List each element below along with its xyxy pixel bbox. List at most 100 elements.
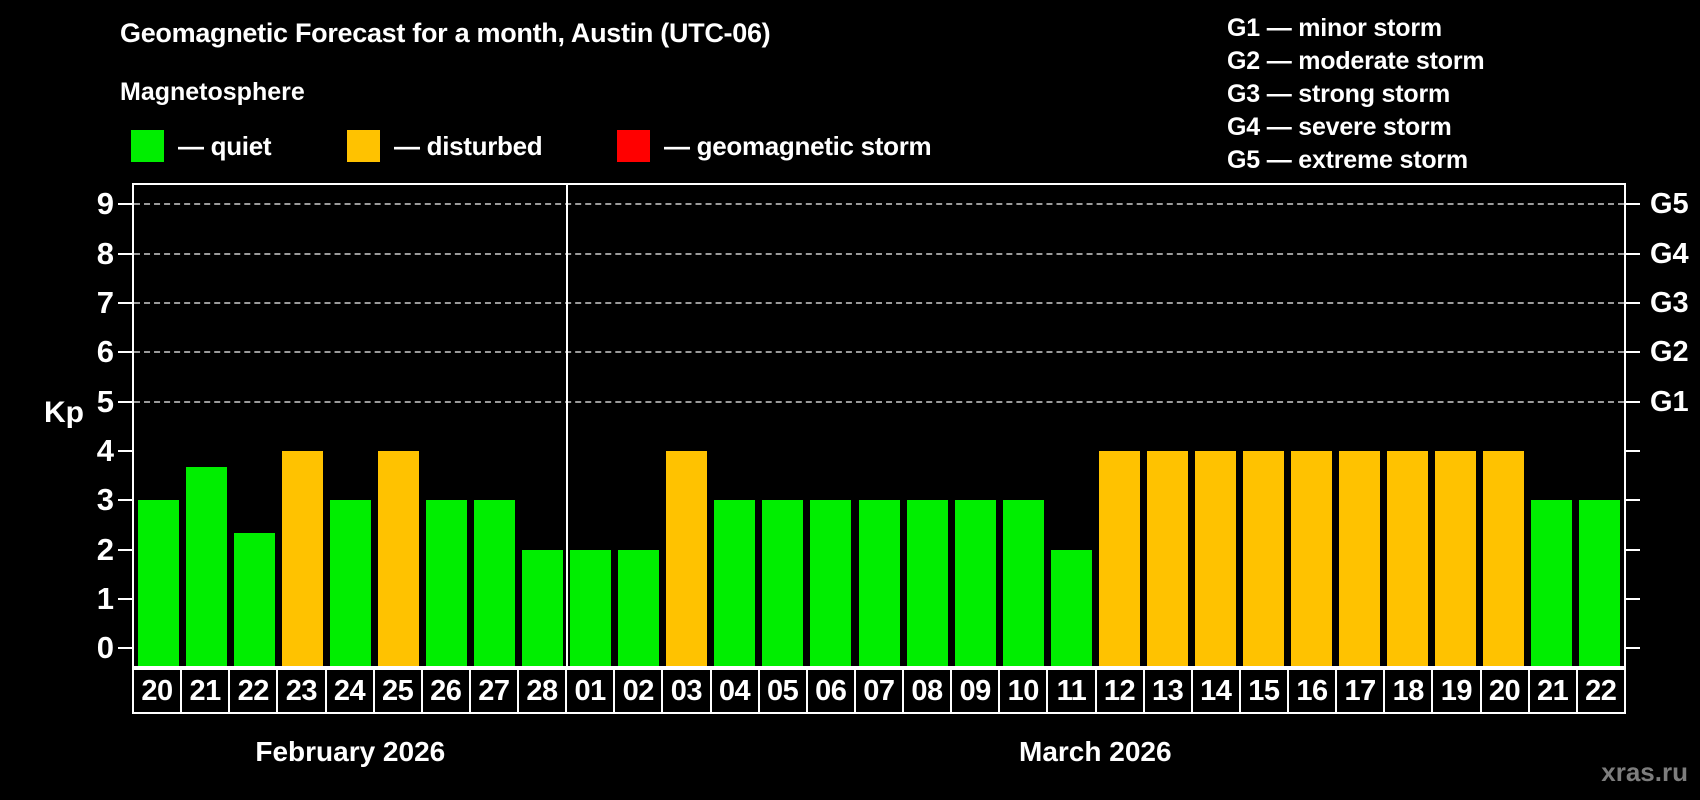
- date-cell-mar-08: 08: [902, 670, 950, 712]
- disturbed-color-swatch: [347, 130, 380, 162]
- kp-bar-day-07: [858, 500, 900, 666]
- gridline-kp9: [134, 203, 1624, 206]
- gridline-kp6: [134, 351, 1624, 354]
- watermark: xras.ru: [1601, 757, 1688, 787]
- date-cell-mar-16: 16: [1287, 670, 1335, 712]
- kp-bar-day-20: [1483, 450, 1525, 666]
- y-tick-label-7: 7: [96, 284, 114, 320]
- y-tick-right-4: [1626, 449, 1640, 452]
- y-tick-left-1: [118, 597, 132, 600]
- date-cell-mar-06: 06: [805, 670, 854, 712]
- x-axis-date-row: 20 21 22 23 24 25 26 27 28 01 02 03 04 05 06 07 08 09 10 11…: [132, 668, 1626, 714]
- y-tick-right-2: [1626, 548, 1640, 551]
- y-tick-label-8: 8: [96, 235, 114, 271]
- y-tick-right-1: [1626, 597, 1640, 600]
- date-cell-mar-02: 02: [613, 670, 661, 712]
- kp-bar-day-28: [522, 549, 564, 666]
- chart-title: Geomagnetic Forecast for a month, Austin…: [120, 18, 771, 48]
- y-tick-left-6: [118, 351, 132, 354]
- g-axis-label-g3: G3: [1650, 286, 1689, 319]
- quiet-color-swatch: [131, 130, 164, 162]
- kp-bar-day-17: [1339, 450, 1381, 666]
- kp-bar-day-06: [810, 500, 852, 666]
- kp-bar-day-09: [954, 500, 996, 666]
- gridline-kp5: [134, 400, 1624, 403]
- month-label-february: February 2026: [255, 736, 446, 767]
- date-cell-mar-21: 21: [1527, 670, 1576, 712]
- y-tick-left-0: [118, 647, 132, 650]
- date-cell-mar-09: 09: [950, 670, 998, 712]
- date-cell-feb-26: 26: [420, 670, 469, 712]
- date-cell-mar-01: 01: [565, 670, 613, 712]
- kp-bar-day-08: [906, 500, 948, 666]
- kp-bar-day-04: [714, 500, 756, 666]
- y-tick-label-6: 6: [96, 334, 114, 370]
- magnetosphere-label: Magnetosphere: [120, 78, 305, 106]
- g-axis-label-g2: G2: [1650, 336, 1689, 369]
- g-scale-legend-line-5: G5 — extreme storm: [1227, 146, 1468, 174]
- date-cell-feb-27: 27: [468, 670, 517, 712]
- date-cell-mar-12: 12: [1094, 670, 1143, 712]
- y-tick-left-4: [118, 449, 132, 452]
- date-cell-mar-14: 14: [1190, 670, 1239, 712]
- date-cell-mar-13: 13: [1142, 670, 1191, 712]
- y-tick-left-5: [118, 400, 132, 403]
- kp-bar-day-15: [1243, 450, 1285, 666]
- y-tick-label-5: 5: [96, 383, 114, 419]
- date-cell-mar-05: 05: [757, 670, 806, 712]
- kp-status-legend: — quiet — disturbed — geomagnetic storm: [0, 130, 1700, 168]
- y-tick-right-9: [1626, 203, 1640, 206]
- y-tick-left-2: [118, 548, 132, 551]
- g-axis-label-g5: G5: [1650, 188, 1689, 221]
- kp-bar-day-03: [666, 450, 708, 666]
- kp-bar-day-16: [1291, 450, 1333, 666]
- kp-bar-day-21: [1531, 500, 1573, 666]
- y-axis-title: Kp: [44, 396, 84, 429]
- y-tick-right-6: [1626, 351, 1640, 354]
- kp-bar-day-10: [1002, 500, 1044, 666]
- gridline-kp8: [134, 252, 1624, 255]
- kp-bar-day-27: [473, 500, 515, 666]
- y-tick-label-0: 0: [96, 630, 114, 666]
- date-cell-mar-18: 18: [1383, 670, 1431, 712]
- date-cell-feb-23: 23: [276, 670, 324, 712]
- y-tick-label-4: 4: [96, 432, 114, 468]
- y-tick-left-7: [118, 301, 132, 304]
- date-cell-mar-19: 19: [1431, 670, 1479, 712]
- y-tick-label-1: 1: [96, 580, 114, 616]
- g-scale-legend: G1 — minor storm G2 — moderate storm G3 — …: [1227, 12, 1485, 177]
- date-cell-feb-28: 28: [517, 670, 565, 712]
- kp-bar-day-22: [233, 533, 275, 666]
- date-cell-mar-17: 17: [1335, 670, 1383, 712]
- kp-bar-day-19: [1435, 450, 1477, 666]
- y-tick-label-9: 9: [96, 186, 114, 222]
- date-cell-feb-25: 25: [372, 670, 421, 712]
- plot-area: [132, 183, 1626, 668]
- date-cell-mar-15: 15: [1238, 670, 1287, 712]
- kp-bar-day-25: [377, 450, 419, 666]
- kp-bar-day-21: [185, 467, 227, 666]
- date-cell-mar-10: 10: [998, 670, 1046, 712]
- g-axis-label-g4: G4: [1650, 237, 1689, 270]
- date-cell-mar-11: 11: [1046, 670, 1094, 712]
- y-tick-left-3: [118, 499, 132, 502]
- date-cell-mar-04: 04: [709, 670, 758, 712]
- kp-bar-day-20: [137, 500, 179, 666]
- legend-item-quiet: — quiet: [131, 130, 272, 162]
- date-cell-feb-22: 22: [228, 670, 276, 712]
- kp-bar-day-23: [281, 450, 323, 666]
- kp-bar-day-01: [570, 549, 612, 666]
- y-tick-right-8: [1626, 252, 1640, 255]
- month-label-march: March 2026: [1019, 736, 1172, 767]
- g-axis-label-g1: G1: [1650, 385, 1689, 418]
- y-tick-left-9: [118, 203, 132, 206]
- legend-label-quiet: — quiet: [178, 130, 272, 161]
- kp-bar-day-22: [1579, 500, 1621, 666]
- y-tick-left-8: [118, 252, 132, 255]
- y-tick-right-5: [1626, 400, 1640, 403]
- g-scale-legend-line-1: G1 — minor storm: [1227, 14, 1442, 42]
- legend-label-storm: — geomagnetic storm: [664, 130, 932, 161]
- y-tick-right-3: [1626, 499, 1640, 502]
- kp-bar-day-11: [1050, 549, 1092, 666]
